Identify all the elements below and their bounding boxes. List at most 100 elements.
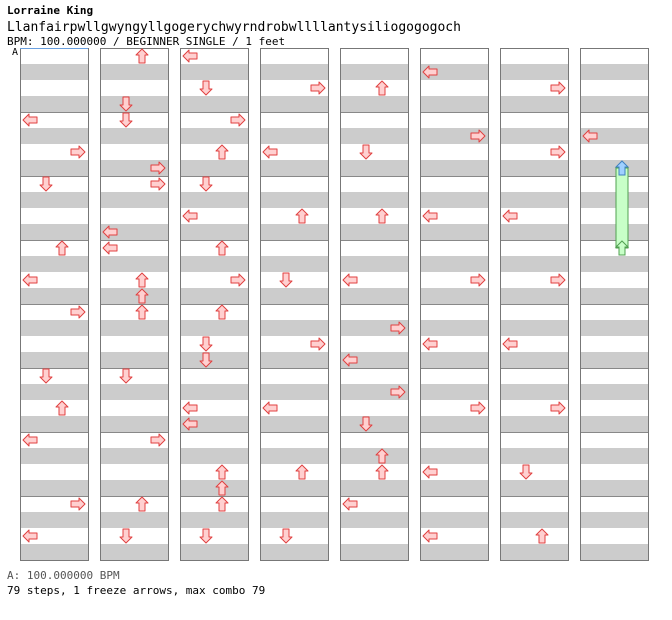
row-stripe: [180, 224, 248, 240]
row-stripe: [580, 128, 648, 144]
row-stripe: [180, 384, 248, 400]
row-stripe: [180, 288, 248, 304]
row-stripe: [180, 160, 248, 176]
row-stripe: [20, 384, 88, 400]
row-stripe: [500, 320, 568, 336]
row-stripe: [420, 320, 488, 336]
row-stripe: [20, 96, 88, 112]
row-stripe: [340, 128, 408, 144]
up-arrow-icon: [215, 240, 229, 256]
right-arrow-icon: [550, 273, 566, 287]
right-arrow-icon: [230, 273, 246, 287]
row-stripe: [580, 64, 648, 80]
down-arrow-icon: [119, 96, 133, 112]
row-stripe: [180, 480, 248, 496]
chart-column-border: [500, 48, 569, 561]
left-arrow-icon: [22, 113, 38, 127]
up-arrow-icon: [375, 448, 389, 464]
row-stripe: [180, 320, 248, 336]
right-arrow-icon: [70, 145, 86, 159]
left-arrow-icon: [422, 529, 438, 543]
row-stripe: [340, 160, 408, 176]
right-arrow-icon: [150, 433, 166, 447]
chart-column-border: [340, 48, 409, 561]
right-arrow-icon: [70, 305, 86, 319]
row-stripe: [100, 352, 168, 368]
up-arrow-icon: [375, 80, 389, 96]
down-arrow-icon: [199, 352, 213, 368]
artist-name: Lorraine King: [7, 4, 94, 17]
chart-column-border: [180, 48, 249, 561]
left-arrow-icon: [422, 209, 438, 223]
row-stripe: [260, 64, 328, 80]
row-stripe: [20, 192, 88, 208]
up-arrow-icon: [375, 464, 389, 480]
row-stripe: [420, 64, 488, 80]
left-arrow-icon: [182, 417, 198, 431]
row-stripe: [500, 64, 568, 80]
row-stripe: [100, 544, 168, 560]
row-stripe: [340, 448, 408, 464]
left-arrow-icon: [22, 433, 38, 447]
row-stripe: [100, 224, 168, 240]
row-stripe: [20, 480, 88, 496]
row-stripe: [100, 480, 168, 496]
row-stripe: [20, 256, 88, 272]
row-stripe: [500, 224, 568, 240]
row-stripe: [100, 320, 168, 336]
left-arrow-icon: [342, 273, 358, 287]
row-stripe: [180, 448, 248, 464]
right-arrow-icon: [390, 321, 406, 335]
row-stripe: [420, 96, 488, 112]
row-stripe: [500, 288, 568, 304]
up-arrow-icon: [135, 304, 149, 320]
row-stripe: [500, 128, 568, 144]
song-title: Llanfairpwllgwyngyllgogerychwyrndrobwlll…: [7, 20, 461, 35]
row-stripe: [180, 128, 248, 144]
row-stripe: [260, 256, 328, 272]
row-stripe: [420, 352, 488, 368]
right-arrow-icon: [150, 177, 166, 191]
left-arrow-icon: [422, 465, 438, 479]
row-stripe: [340, 416, 408, 432]
right-arrow-icon: [470, 273, 486, 287]
chart-column-border: [420, 48, 489, 561]
row-stripe: [100, 288, 168, 304]
row-stripe: [500, 192, 568, 208]
row-stripe: [20, 416, 88, 432]
row-stripe: [580, 320, 648, 336]
down-arrow-icon: [199, 176, 213, 192]
row-stripe: [260, 448, 328, 464]
right-arrow-icon: [230, 113, 246, 127]
row-stripe: [260, 288, 328, 304]
row-stripe: [100, 96, 168, 112]
up-arrow-icon: [375, 208, 389, 224]
up-arrow-icon: [215, 144, 229, 160]
row-stripe: [340, 352, 408, 368]
row-stripe: [340, 384, 408, 400]
down-arrow-icon: [359, 416, 373, 432]
row-stripe: [260, 192, 328, 208]
row-stripe: [580, 288, 648, 304]
left-arrow-icon: [262, 401, 278, 415]
left-arrow-icon: [182, 209, 198, 223]
up-arrow-icon: [135, 272, 149, 288]
row-stripe: [500, 160, 568, 176]
row-stripe: [500, 512, 568, 528]
up-arrow-icon: [215, 496, 229, 512]
row-stripe: [100, 416, 168, 432]
row-stripe: [20, 160, 88, 176]
row-stripe: [340, 64, 408, 80]
left-arrow-icon: [502, 337, 518, 351]
right-arrow-icon: [70, 497, 86, 511]
row-stripe: [420, 128, 488, 144]
row-stripe: [20, 288, 88, 304]
down-arrow-icon: [39, 368, 53, 384]
row-stripe: [580, 256, 648, 272]
left-arrow-icon: [422, 337, 438, 351]
row-stripe: [500, 416, 568, 432]
row-stripe: [20, 224, 88, 240]
up-arrow-icon: [215, 480, 229, 496]
row-stripe: [180, 544, 248, 560]
down-arrow-icon: [199, 80, 213, 96]
